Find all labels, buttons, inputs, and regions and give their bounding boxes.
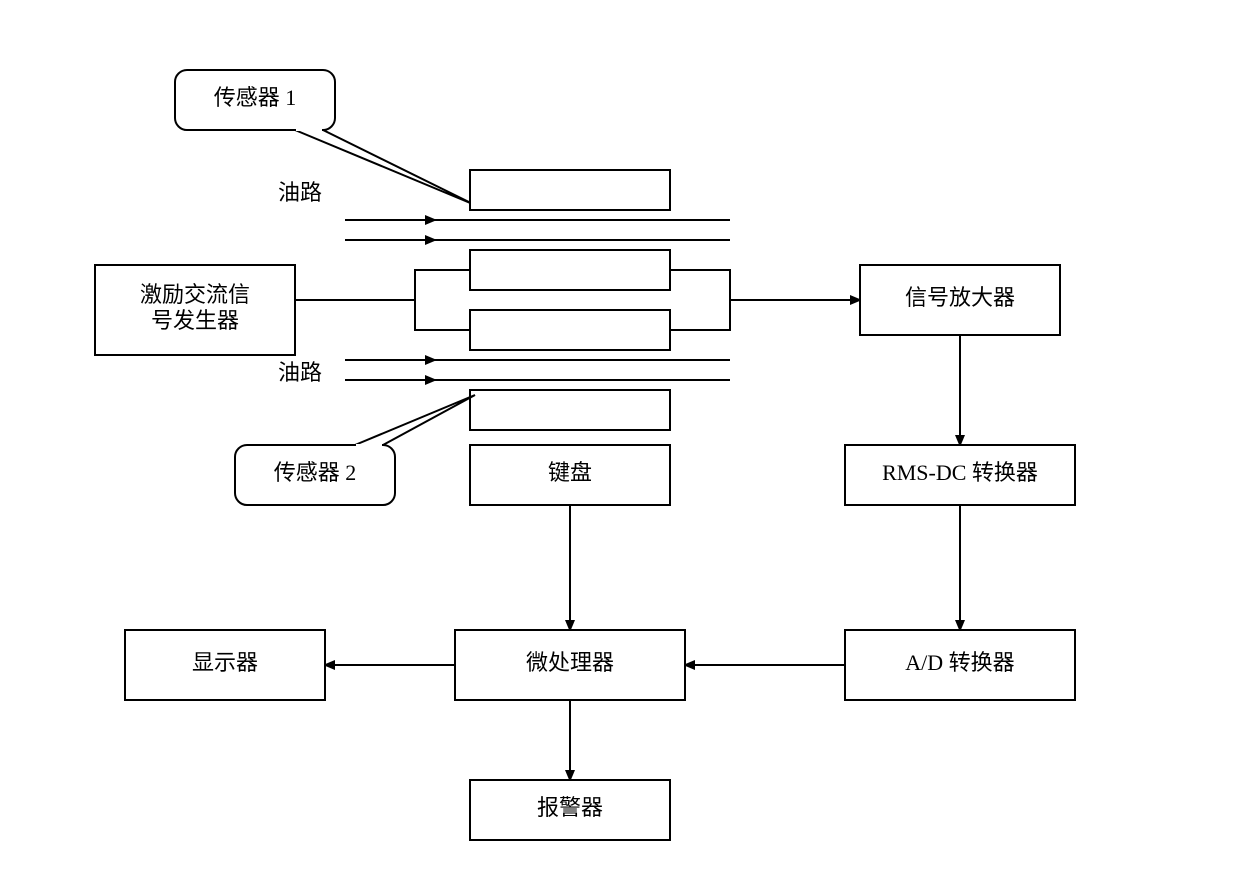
edge-sens-out-up [670,270,730,300]
sensor2_top-box [470,310,670,350]
edge-split-down [415,300,470,330]
sensor2_callout-tail [355,395,475,445]
display-label: 显示器 [192,650,258,675]
keyboard-label: 键盘 [548,460,592,485]
oil2-label: 油路 [278,360,322,385]
amp-label: 信号放大器 [905,285,1015,310]
sensor1_top-box [470,170,670,210]
ad-label: A/D 转换器 [905,650,1014,675]
edge-sens-out-down [670,300,730,330]
sensor2_bot-box [470,390,670,430]
sensor1_callout-label: 传感器 1 [214,85,297,110]
gen-label: 号发生器 [151,308,239,333]
alarm-label: 报警器 [537,795,603,820]
oil1-label: 油路 [278,180,322,205]
gen-label: 激励交流信 [140,282,250,307]
rmsdc-label: RMS-DC 转换器 [882,460,1038,485]
edge-split-up [415,270,470,300]
sensor1_bot-box [470,250,670,290]
mcu-label: 微处理器 [526,650,614,675]
sensor2_callout-label: 传感器 2 [274,460,357,485]
